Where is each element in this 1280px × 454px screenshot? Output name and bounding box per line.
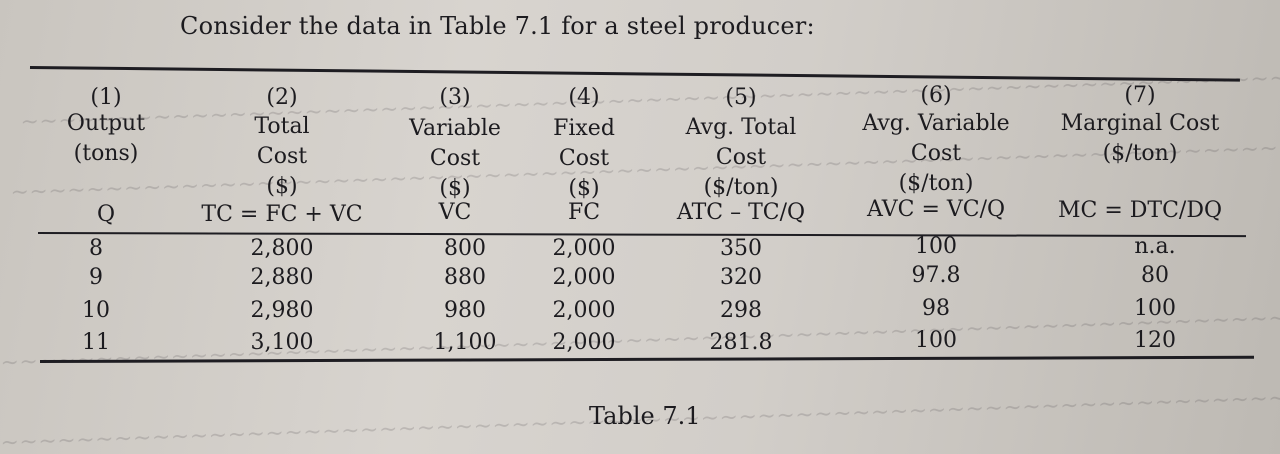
table-cell: 298 <box>720 298 762 323</box>
table-cell: 97.8 <box>911 263 961 288</box>
column-heading-line: Cost <box>429 146 481 171</box>
intro-sentence: Consider the data in Table 7.1 for a ste… <box>180 12 815 40</box>
table-cell: 8 <box>89 236 103 261</box>
column-heading-line: Marginal Cost <box>1060 111 1220 136</box>
column-heading-line: Avg. Total <box>685 115 797 140</box>
table-cell: 10 <box>82 298 110 323</box>
column-symbol: Q <box>96 202 116 227</box>
table-cell: 2,000 <box>552 298 616 323</box>
table-cell: 3,100 <box>250 330 314 355</box>
column-number: (4) <box>568 85 600 110</box>
table-cell: 2,000 <box>552 236 616 261</box>
table-cell: 2,800 <box>250 236 314 261</box>
table-cell: 11 <box>82 330 110 355</box>
table-cell: 800 <box>444 236 486 261</box>
table-cell: n.a. <box>1134 234 1176 259</box>
column-heading-line: Variable <box>409 116 501 141</box>
table-cell: 100 <box>1134 296 1176 321</box>
column-number: (1) <box>90 85 122 110</box>
table-cell: 100 <box>915 234 957 259</box>
column-heading-line: Output <box>66 111 146 136</box>
column-heading-line: Cost <box>910 141 962 166</box>
table-cell: 120 <box>1134 328 1176 353</box>
column-heading-line: (tons) <box>73 141 139 166</box>
column-heading-line: Cost <box>256 144 308 169</box>
table-cell: 98 <box>922 296 950 321</box>
column-symbol: TC = FC + VC <box>201 202 363 227</box>
column-number: (3) <box>439 85 471 110</box>
table-cell: 281.8 <box>709 330 773 355</box>
column-symbol: VC <box>438 200 472 225</box>
table-cell: 9 <box>89 265 103 290</box>
table-cell: 1,100 <box>433 330 497 355</box>
column-heading-line: Cost <box>558 146 610 171</box>
table-cell: 80 <box>1141 263 1169 288</box>
column-heading-line: ($) <box>568 176 600 201</box>
column-heading-line: Avg. Variable <box>862 111 1010 136</box>
column-number: (6) <box>920 83 952 108</box>
column-symbol: FC <box>567 200 601 225</box>
table-cell: 2,000 <box>552 330 616 355</box>
column-heading-line: ($/ton) <box>703 175 779 200</box>
table-cell: 2,880 <box>250 265 314 290</box>
table-cell: 2,980 <box>250 298 314 323</box>
column-number: (2) <box>266 85 298 110</box>
column-number: (5) <box>725 85 757 110</box>
column-symbol: ATC – TC/Q <box>676 200 806 225</box>
column-heading-line: ($/ton) <box>1102 141 1178 166</box>
column-heading-line: ($) <box>266 174 298 199</box>
table-cell: 350 <box>720 236 762 261</box>
column-heading-line: Total <box>254 114 310 139</box>
column-heading-line: ($) <box>439 176 471 201</box>
table-cell: 980 <box>444 298 486 323</box>
column-symbol: MC = DTC/DQ <box>1057 198 1223 223</box>
table-cell: 320 <box>720 265 762 290</box>
header-bottom-rule <box>37 232 1246 238</box>
column-symbol: AVC = VC/Q <box>866 197 1006 222</box>
table-caption: Table 7.1 <box>589 402 701 430</box>
column-heading-line: Fixed <box>553 116 615 141</box>
column-heading-line: ($/ton) <box>898 171 974 196</box>
bleed-through-texture: ~~~~~~~~~~~~~~~~~~~~~~~~~~~~~~~~~~~~~~~~… <box>0 289 1280 376</box>
table-cell: 100 <box>915 328 957 353</box>
table-cell: 2,000 <box>552 265 616 290</box>
column-heading-line: Cost <box>715 145 767 170</box>
table-cell: 880 <box>444 265 486 290</box>
column-number: (7) <box>1124 83 1156 108</box>
